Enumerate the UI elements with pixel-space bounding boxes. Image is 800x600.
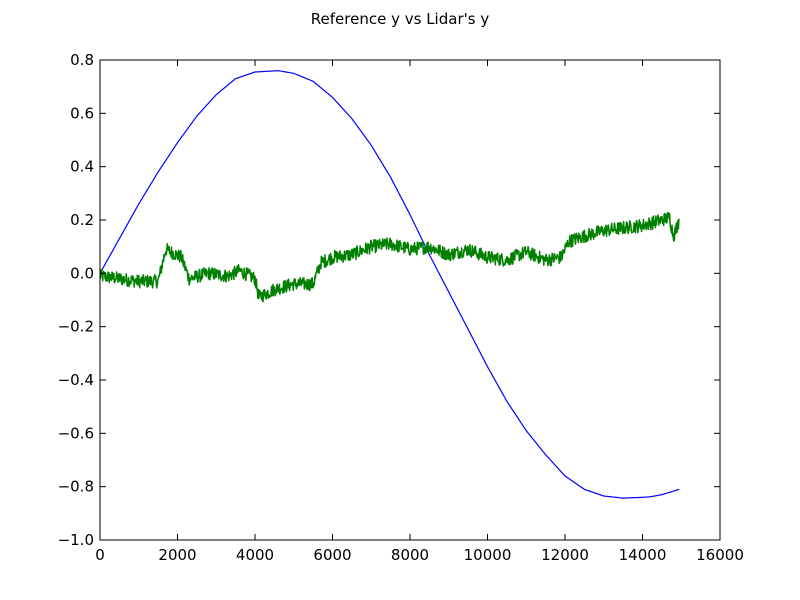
lidar-y-line <box>100 211 680 303</box>
x-tick-label: 12000 <box>541 546 589 564</box>
y-tick-label: −0.4 <box>58 371 94 389</box>
x-tick-label: 6000 <box>313 546 351 564</box>
x-tick-label: 14000 <box>619 546 667 564</box>
x-tick-label: 2000 <box>158 546 196 564</box>
x-tick-label: 4000 <box>236 546 274 564</box>
reference-y-line <box>100 70 680 499</box>
x-tick-label: 16000 <box>696 546 744 564</box>
y-tick-label: 0.0 <box>70 264 94 282</box>
series-layer <box>100 70 680 499</box>
x-tick-label: 0 <box>95 546 105 564</box>
chart-title: Reference y vs Lidar's y <box>310 10 490 28</box>
y-tick-label: 0.8 <box>70 51 94 69</box>
y-tick-label: −0.6 <box>58 424 94 442</box>
x-tick-label: 8000 <box>391 546 429 564</box>
tick-layer: 0 2000 4000 6000 8000 10000 12000 14000 16000 −1.… <box>58 51 744 564</box>
y-tick-label: 0.2 <box>70 211 94 229</box>
y-tick-label: 0.4 <box>70 158 94 176</box>
y-tick-label: −0.2 <box>58 318 94 336</box>
plot-frame <box>99 59 721 541</box>
y-tick-label: −0.8 <box>58 478 94 496</box>
y-tick-label: 0.6 <box>70 104 94 122</box>
y-tick-label: −1.0 <box>58 531 94 549</box>
x-tick-label: 10000 <box>464 546 512 564</box>
